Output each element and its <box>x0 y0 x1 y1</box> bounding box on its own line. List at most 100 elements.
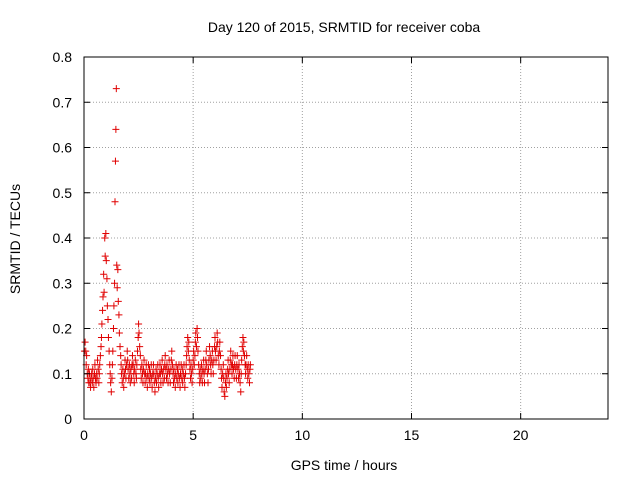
data-point <box>204 365 212 373</box>
data-point <box>111 279 119 287</box>
data-point <box>222 383 230 391</box>
data-point <box>113 284 121 292</box>
data-point <box>239 334 247 342</box>
data-point <box>238 343 246 351</box>
data-point <box>120 383 128 391</box>
data-point <box>93 374 101 382</box>
data-point <box>239 347 247 355</box>
data-point <box>131 365 139 373</box>
y-tick-label: 0.8 <box>53 49 73 65</box>
data-point <box>217 365 225 373</box>
data-point <box>133 347 141 355</box>
data-point <box>151 388 159 396</box>
data-point <box>216 338 224 346</box>
data-point <box>183 343 191 351</box>
data-point <box>97 334 105 342</box>
data-point <box>189 356 197 364</box>
data-point <box>206 352 214 360</box>
y-tick-label: 0 <box>64 411 72 427</box>
data-point <box>181 383 189 391</box>
y-tick-label: 0.7 <box>53 94 73 110</box>
data-point <box>183 352 191 360</box>
data-point <box>187 374 195 382</box>
y-tick-label: 0.5 <box>53 185 73 201</box>
data-point <box>221 392 229 400</box>
data-point <box>130 379 138 387</box>
data-point <box>233 352 241 360</box>
data-points <box>80 85 254 400</box>
data-point <box>246 361 254 369</box>
data-point <box>104 315 112 323</box>
data-point <box>96 352 104 360</box>
data-point <box>102 257 110 265</box>
data-point <box>192 343 200 351</box>
data-point <box>103 275 111 283</box>
data-point <box>180 374 188 382</box>
x-axis-title: GPS time / hours <box>291 457 398 473</box>
data-point <box>216 352 224 360</box>
data-point <box>99 306 107 314</box>
x-tick-label: 15 <box>404 427 420 443</box>
data-point <box>101 252 109 260</box>
data-point <box>102 229 110 237</box>
data-point <box>154 374 162 382</box>
data-point <box>211 334 219 342</box>
data-point <box>191 338 199 346</box>
data-point <box>112 85 120 93</box>
data-point <box>81 338 89 346</box>
data-point <box>204 379 212 387</box>
data-point <box>245 370 253 378</box>
data-point <box>220 388 228 396</box>
data-point <box>90 383 98 391</box>
data-point <box>140 356 148 364</box>
data-point <box>209 370 217 378</box>
data-point <box>167 356 175 364</box>
data-point <box>111 157 119 165</box>
data-point <box>213 343 221 351</box>
data-point <box>182 370 190 378</box>
data-point <box>235 374 243 382</box>
axis-ticks <box>83 56 608 420</box>
data-point <box>118 379 126 387</box>
data-point <box>192 329 200 337</box>
data-point <box>213 329 221 337</box>
data-point <box>240 338 248 346</box>
data-point <box>161 352 169 360</box>
x-tick-label: 0 <box>80 427 88 443</box>
data-point <box>95 379 103 387</box>
data-point <box>178 365 186 373</box>
data-point <box>148 383 156 391</box>
data-point <box>115 329 123 337</box>
chart-title: Day 120 of 2015, SRMTID for receiver cob… <box>208 19 481 35</box>
y-tick-label: 0.1 <box>53 366 73 382</box>
data-point <box>188 379 196 387</box>
data-point <box>99 293 107 301</box>
data-point <box>155 383 163 391</box>
data-point <box>185 338 193 346</box>
x-tick-label: 10 <box>295 427 311 443</box>
data-point <box>215 347 223 355</box>
data-point <box>135 329 143 337</box>
data-point <box>179 379 187 387</box>
x-tick-label: 5 <box>189 427 197 443</box>
data-point <box>236 379 244 387</box>
y-tick-label: 0.6 <box>53 140 73 156</box>
data-point <box>245 379 253 387</box>
data-point <box>101 234 109 242</box>
data-point <box>191 352 199 360</box>
data-point <box>114 266 122 274</box>
y-tick-label: 0.3 <box>53 275 73 291</box>
data-point <box>223 374 231 382</box>
data-point <box>115 311 123 319</box>
data-point <box>193 325 201 332</box>
data-point <box>106 370 114 378</box>
data-point <box>94 365 102 373</box>
data-point <box>128 352 136 360</box>
data-point <box>107 388 115 396</box>
data-point <box>124 356 132 364</box>
data-point <box>104 334 112 342</box>
data-point <box>146 365 153 373</box>
data-point <box>227 347 235 355</box>
